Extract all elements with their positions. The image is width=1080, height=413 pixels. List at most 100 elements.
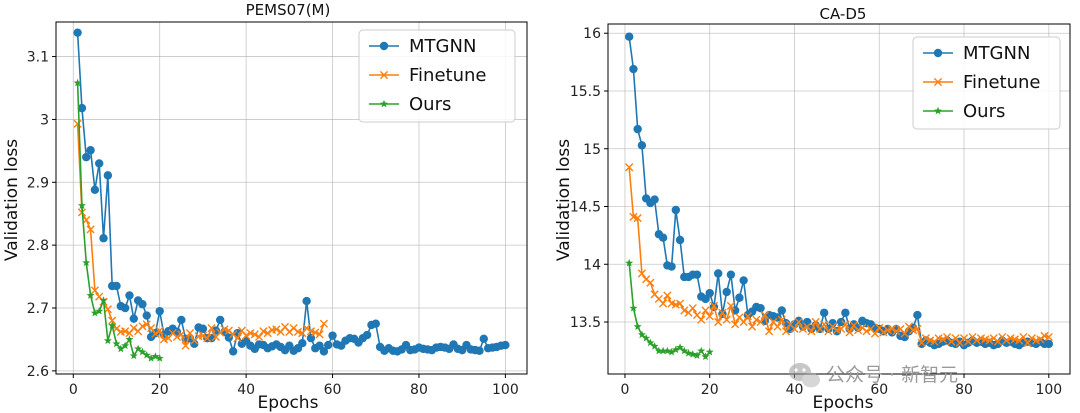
data-point [853, 326, 863, 335]
data-point [633, 213, 642, 223]
data-point [650, 342, 659, 350]
data-point [108, 321, 117, 329]
data-point [637, 330, 646, 339]
data-point [185, 329, 195, 338]
legend-label: Ours [409, 94, 451, 115]
data-point [845, 328, 854, 337]
data-point [760, 310, 769, 320]
watermark: 公众号 · 新智元 [789, 363, 958, 388]
data-point [680, 346, 689, 355]
data-point [319, 347, 329, 356]
legend-label: MTGNN [409, 36, 476, 57]
data-point [756, 317, 765, 327]
chart-title: PEMS07(M) [246, 1, 331, 19]
data-point [781, 327, 791, 336]
x-tick-label: 80 [955, 382, 973, 398]
data-point [790, 324, 799, 334]
data-point [671, 205, 681, 215]
data-point [688, 304, 697, 313]
data-point [705, 347, 714, 356]
data-point [701, 306, 710, 315]
data-point [479, 334, 488, 343]
data-point [259, 327, 268, 336]
data-point [90, 286, 99, 295]
x-tick-label: 100 [1035, 382, 1062, 398]
data-point [659, 299, 668, 308]
legend-box [912, 36, 1061, 130]
data-point [371, 319, 380, 328]
data-point [671, 345, 680, 354]
y-tick-label: 15.5 [570, 84, 601, 100]
data-point [151, 329, 160, 338]
data-point [642, 333, 651, 342]
series-mtgnn [73, 28, 510, 356]
data-point [90, 308, 99, 317]
data-point [155, 326, 164, 335]
data-point [82, 258, 91, 267]
data-point [913, 310, 922, 320]
data-point [147, 354, 156, 362]
data-point [121, 341, 130, 350]
data-point [224, 333, 234, 342]
data-point [254, 332, 264, 342]
data-point [177, 330, 186, 339]
data-point [680, 306, 689, 315]
data-point [129, 351, 138, 360]
data-point [688, 350, 697, 358]
y-tick-label: 2.7 [27, 301, 49, 317]
data-point [684, 349, 693, 357]
legend-label: MTGNN [963, 43, 1030, 64]
legend-label: Ours [963, 101, 1005, 122]
data-point [900, 329, 909, 338]
data-point [242, 331, 251, 340]
data-point [836, 317, 846, 327]
data-point [121, 327, 130, 336]
data-point [985, 336, 994, 345]
data-point [380, 99, 388, 108]
data-point [311, 328, 320, 337]
data-point [633, 124, 642, 134]
data-point [777, 315, 786, 324]
data-point [250, 330, 259, 339]
data-point [726, 270, 736, 279]
data-point [756, 303, 765, 313]
legend: MTGNN Finetune Ours [358, 29, 516, 123]
data-point [633, 322, 642, 331]
y-tick-label: 2.8 [27, 238, 49, 254]
data-point [629, 64, 638, 74]
data-point [743, 312, 752, 321]
data-point [501, 340, 510, 350]
data-point [624, 32, 634, 41]
data-point [718, 308, 727, 317]
data-point [324, 340, 333, 350]
data-point [86, 291, 95, 299]
data-point [692, 270, 702, 279]
data-point [73, 78, 82, 87]
data-point [625, 258, 634, 267]
data-point [177, 315, 186, 325]
chart-pems07m: PEMS07(M) Validation loss Epochs 0 20 40 60… [2, 1, 528, 413]
data-point [675, 235, 685, 245]
x-axis-label: Epochs [813, 393, 874, 413]
data-point [807, 327, 816, 336]
data-point [1027, 334, 1036, 343]
data-point [921, 334, 930, 343]
data-point [138, 347, 147, 356]
y-tick-label: 2.9 [27, 175, 49, 191]
x-tick-label: 0 [620, 382, 629, 398]
data-point [726, 301, 736, 310]
data-point [870, 329, 880, 338]
series-finetune [625, 163, 1053, 347]
data-point [862, 327, 871, 336]
data-point [637, 141, 647, 150]
data-point [748, 322, 757, 331]
y-tick-label: 14 [583, 257, 601, 273]
data-point [172, 332, 182, 342]
data-point [646, 278, 655, 287]
data-point [794, 316, 803, 326]
y-tick-label: 14.5 [570, 200, 601, 216]
data-point [306, 333, 316, 343]
x-tick-label: 40 [237, 382, 255, 398]
data-point [714, 269, 723, 278]
